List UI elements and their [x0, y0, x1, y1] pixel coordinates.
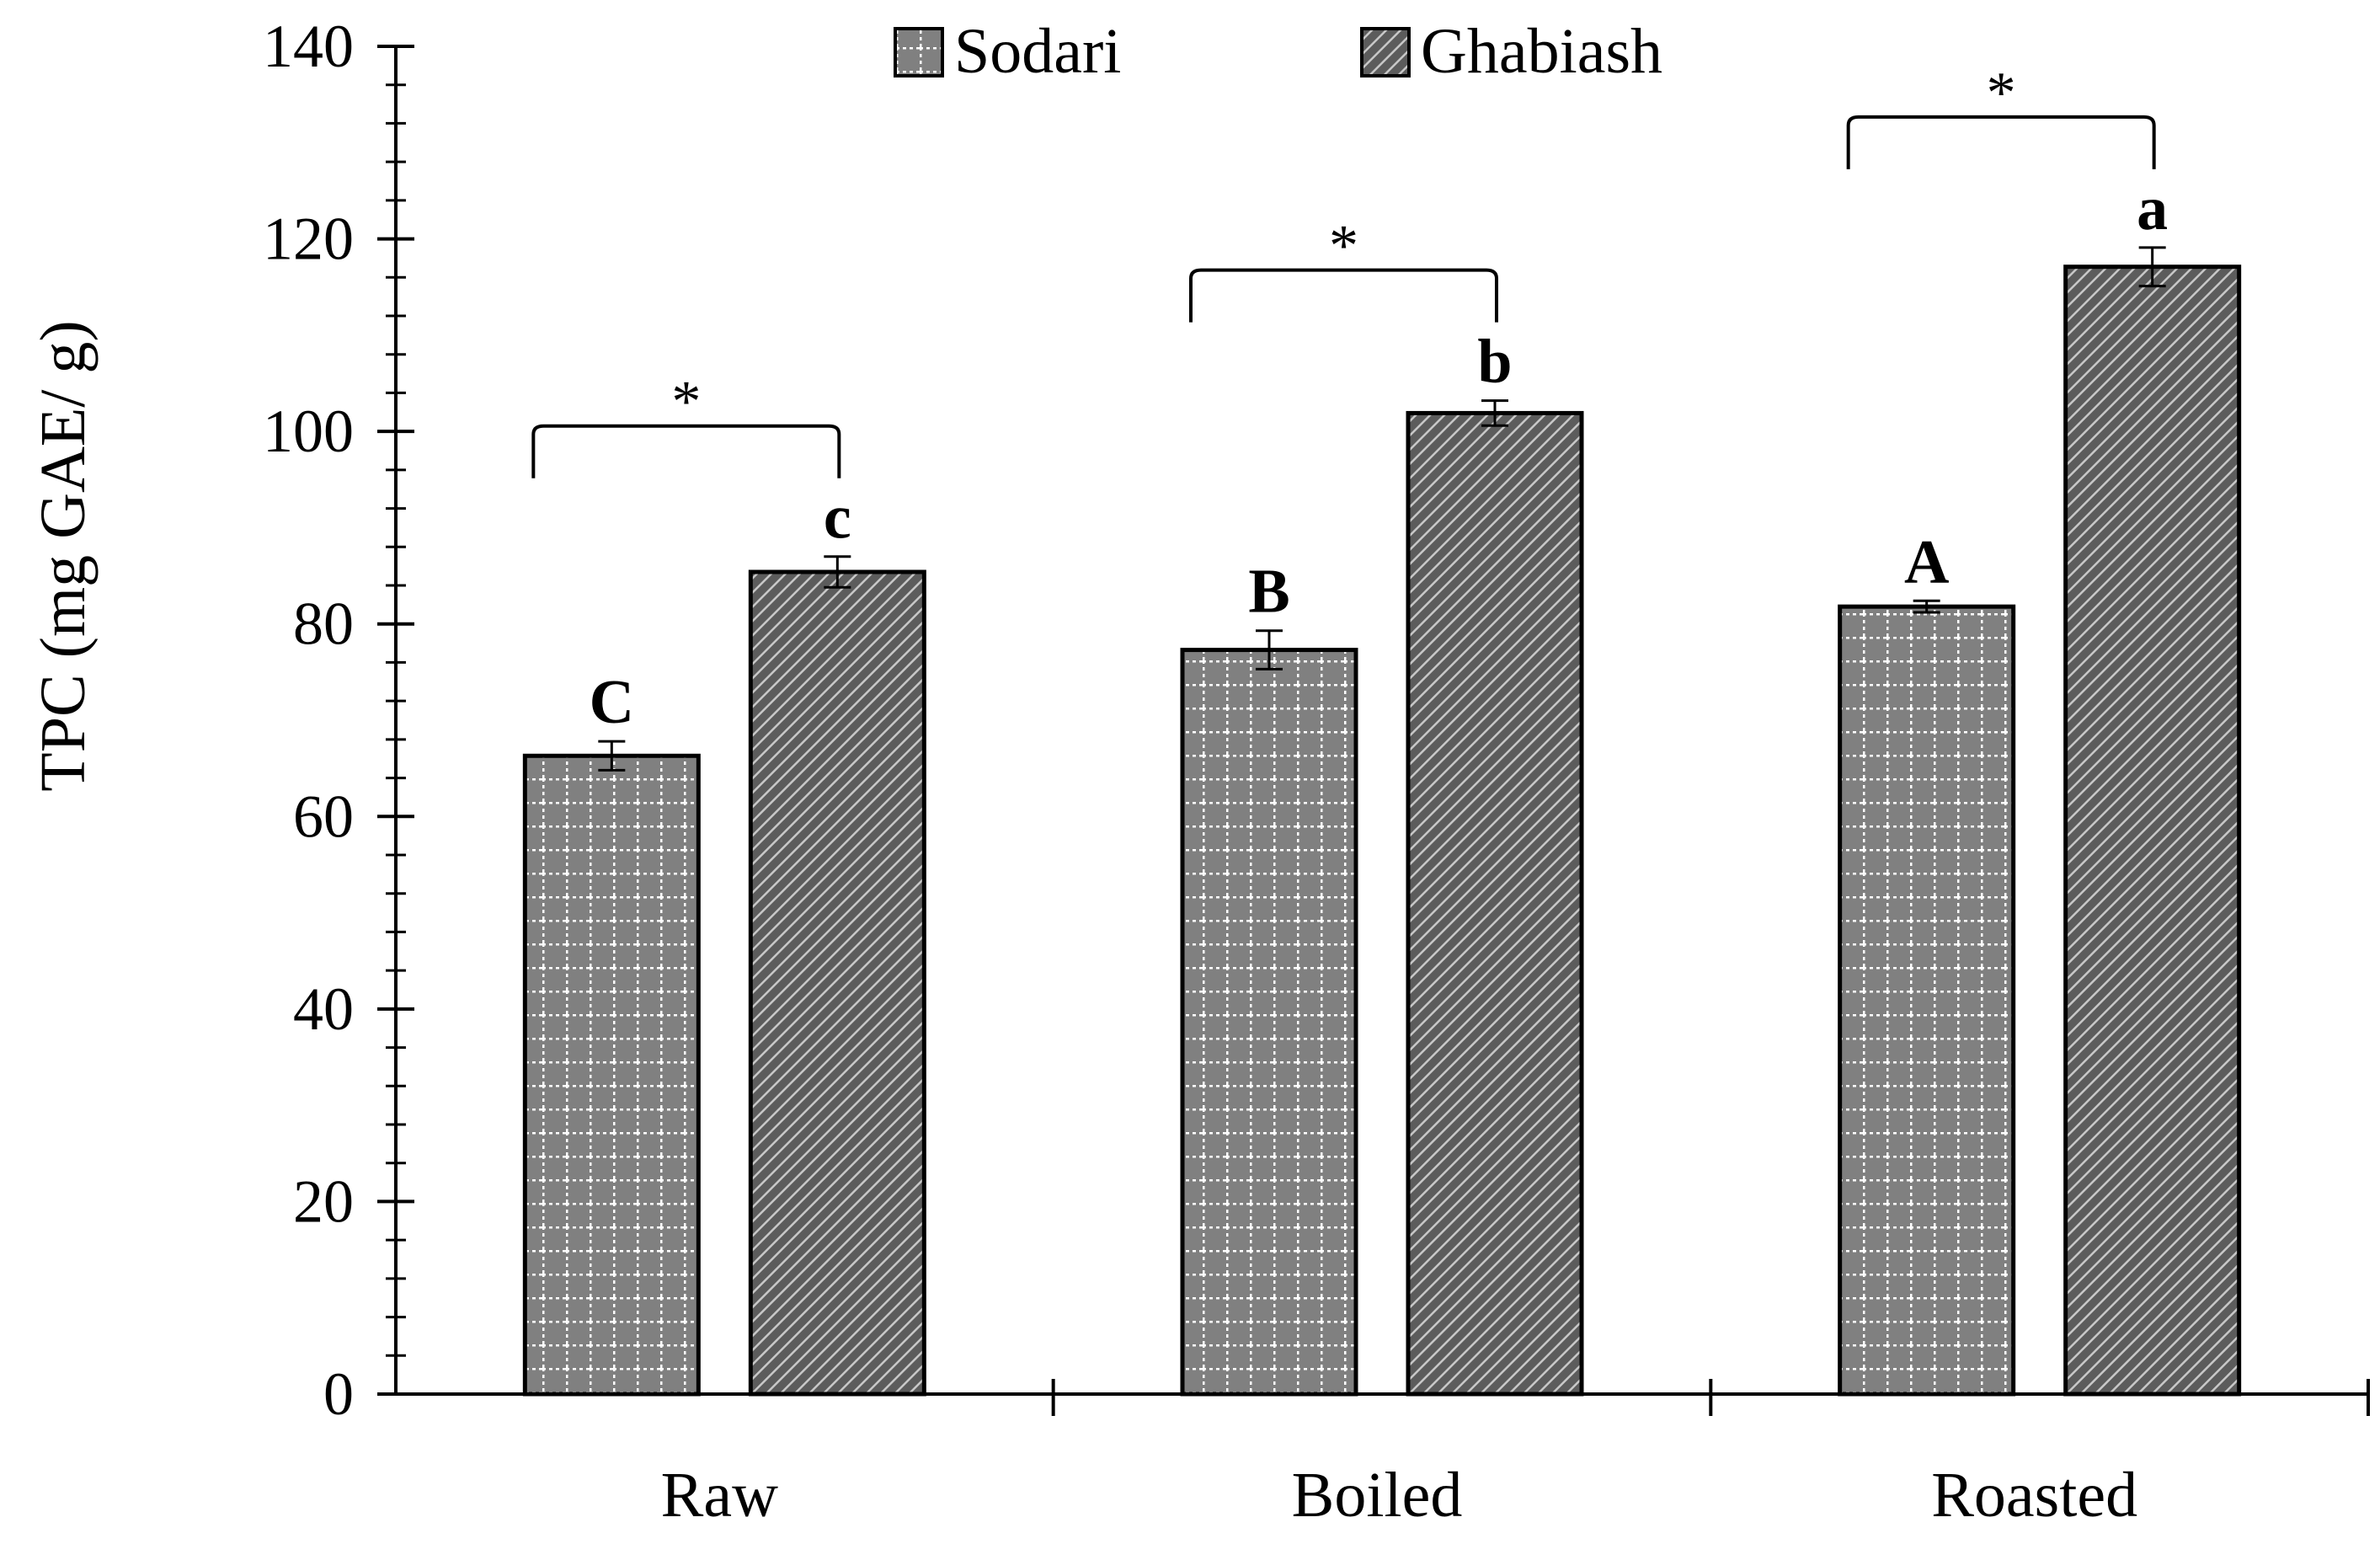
significance-bracket: [531, 424, 841, 478]
significance-star: *: [671, 370, 701, 435]
significance-letter: C: [590, 668, 634, 737]
legend-label-ghabiash: Ghabiash: [1421, 16, 1662, 87]
significance-letter: A: [1904, 527, 1949, 596]
bar-sodari: [1838, 604, 2016, 1397]
y-tick-label: 40: [293, 975, 354, 1043]
y-tick-label: 20: [293, 1167, 354, 1235]
y-axis-title: TPC (mg GAE/ g): [28, 320, 99, 791]
legend-label-sodari: Sodari: [954, 16, 1121, 87]
y-tick-label: 80: [293, 590, 354, 658]
significance-star: *: [1329, 214, 1358, 279]
y-tick-label: 0: [323, 1360, 354, 1428]
x-tick-label: Raw: [661, 1460, 778, 1531]
significance-letter: c: [824, 484, 851, 553]
legend: Sodari Ghabiash: [894, 16, 1662, 87]
significance-bracket: [1846, 115, 2156, 169]
legend-swatch-ghabiash: [1360, 27, 1411, 77]
bar-sodari: [1180, 648, 1358, 1397]
y-tick-label: 100: [263, 398, 354, 465]
bar-ghabiash: [1406, 410, 1584, 1397]
x-tick-label: Roasted: [1931, 1460, 2137, 1531]
legend-swatch-sodari: [894, 27, 944, 77]
x-tick-label: Boiled: [1292, 1460, 1463, 1531]
bar-ghabiash: [748, 569, 926, 1397]
bar-sodari: [522, 753, 701, 1397]
significance-star: *: [1987, 61, 2016, 126]
y-tick-label: 120: [263, 206, 354, 273]
significance-letter: b: [1477, 328, 1512, 397]
bar-ghabiash: [2063, 264, 2242, 1397]
significance-letter: a: [2137, 174, 2168, 243]
y-tick-label: 140: [263, 13, 354, 80]
axes: 0 20 40 60 80 100 120 140: [263, 13, 2370, 1428]
significance-letter: B: [1248, 558, 1289, 627]
significance-bracket: [1189, 268, 1498, 323]
y-tick-label: 60: [293, 783, 354, 850]
bars: [522, 246, 2242, 1397]
labels: Raw Cc * Boiled Bb * Roasted Aa *: [531, 61, 2168, 1531]
